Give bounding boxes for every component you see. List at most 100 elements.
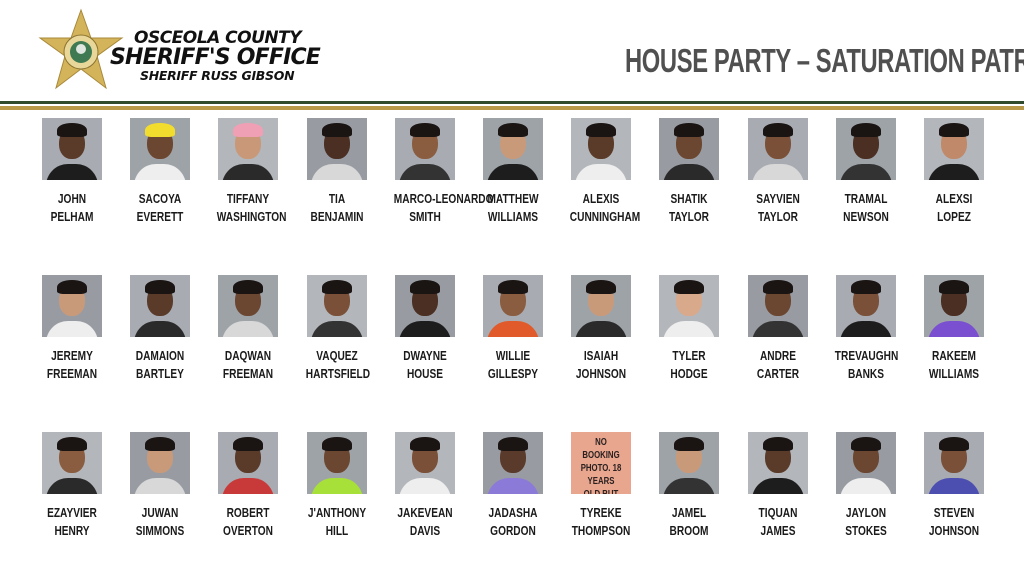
person-silhouette-hair — [233, 437, 264, 451]
mugshot-photo — [659, 275, 720, 337]
person-silhouette-body — [839, 321, 892, 337]
person-silhouette-body — [310, 321, 363, 337]
mugshot-photo — [394, 118, 455, 180]
first-name: JAMEL — [672, 505, 707, 520]
last-name: SIMMONS — [135, 522, 185, 538]
person-silhouette-body — [751, 478, 804, 494]
arrestee-name: JAYLON STOKES — [835, 504, 897, 539]
person-silhouette-hair — [498, 123, 528, 137]
page-title: HOUSE PARTY – SATURATION PATROL — [625, 42, 1024, 79]
mugshot-photo — [42, 118, 102, 180]
mugshot-photo — [306, 118, 367, 180]
person-silhouette-body — [751, 321, 804, 337]
person-silhouette-hair — [850, 123, 881, 137]
last-name: CARTER — [756, 365, 799, 381]
person-silhouette-body — [487, 321, 539, 337]
mugshot-photo — [130, 118, 191, 180]
last-name: FREEMAN — [46, 365, 98, 381]
no-photo-note: NO BOOKING PHOTO. 18 YEARS OLD BUT WENT … — [571, 432, 632, 494]
person-silhouette-body — [839, 478, 892, 494]
arrestee-card: EZAYVIER HENRY — [32, 432, 112, 539]
arrestee-name: DWAYNE HOUSE — [394, 347, 456, 382]
mugshot-photo — [483, 275, 543, 337]
person-silhouette-body — [928, 478, 980, 494]
first-name: ALEXSI — [935, 191, 973, 206]
arrestee-name: VAQUEZ HARTSFIELD — [305, 347, 369, 382]
arrestee-name: JEREMY FREEMAN — [41, 347, 103, 382]
arrestee-name: STEVEN JOHNSON — [923, 504, 985, 539]
mugshot-photo — [218, 118, 279, 180]
person-silhouette-body — [46, 321, 98, 337]
arrestee-card: TYLER HODGE — [649, 275, 729, 382]
person-silhouette-body — [222, 164, 275, 180]
person-silhouette-hair — [321, 123, 352, 137]
mugshot-photo — [42, 432, 102, 494]
first-name: TIQUAN — [758, 505, 798, 520]
mugshot-photo — [483, 432, 543, 494]
person-silhouette-body — [663, 478, 716, 494]
mugshot-photo — [659, 118, 720, 180]
person-silhouette-body — [134, 164, 187, 180]
person-silhouette-body — [310, 478, 363, 494]
arrestee-name: J'ANTHONY HILL — [305, 504, 367, 539]
person-silhouette-hair — [57, 123, 87, 137]
org-line-3: SHERIFF RUSS GIBSON — [140, 68, 295, 83]
person-silhouette-body — [575, 321, 628, 337]
first-name: SHATIK — [670, 191, 708, 206]
person-silhouette-body — [46, 164, 98, 180]
person-silhouette-hair — [57, 280, 87, 294]
person-silhouette-hair — [321, 280, 352, 294]
first-name: DAQWAN — [225, 348, 272, 363]
arrestee-card: ALEXIS CUNNINGHAM — [561, 118, 641, 225]
person-silhouette-hair — [850, 437, 881, 451]
arrestee-name: RAKEEM WILLIAMS — [923, 347, 985, 382]
first-name: TRAMAL — [844, 191, 888, 206]
arrestee-card: ISAIAH JOHNSON — [561, 275, 641, 382]
person-silhouette-hair — [674, 437, 705, 451]
arrestee-name: ALEXSI LOPEZ — [923, 190, 985, 225]
person-silhouette-hair — [586, 280, 617, 294]
mugshot-photo — [835, 432, 896, 494]
mugshot-photo — [483, 118, 543, 180]
person-silhouette-hair — [939, 123, 969, 137]
arrestee-card: ALEXSI LOPEZ — [914, 118, 994, 225]
arrestee-card: MATTHEW WILLIAMS — [473, 118, 553, 225]
person-silhouette-hair — [409, 123, 440, 137]
arrestee-name: TRAMAL NEWSON — [835, 190, 897, 225]
last-name: FREEMAN — [223, 365, 274, 381]
org-line-2: SHERIFF'S OFFICE — [110, 45, 321, 70]
person-silhouette-body — [222, 478, 275, 494]
arrestee-card: JAKEVEAN DAVIS — [385, 432, 465, 539]
first-name: J'ANTHONY — [307, 505, 366, 520]
last-name: WASHINGTON — [217, 208, 287, 224]
first-name: DAMAION — [135, 348, 185, 363]
first-name: SAYVIEN — [755, 191, 800, 206]
arrestee-card: MARCO-LEONARDO SMITH — [385, 118, 493, 225]
last-name: BENJAMIN — [310, 208, 364, 224]
last-name: HILL — [325, 522, 348, 538]
arrestee-card: JAMEL BROOM — [649, 432, 729, 539]
person-silhouette-body — [310, 164, 363, 180]
divider-green — [0, 101, 1024, 104]
first-name: ANDRE — [759, 348, 796, 363]
person-silhouette-hair — [674, 123, 705, 137]
arrestee-card: WILLIE GILLESPY — [473, 275, 553, 382]
first-name: TYLER — [672, 348, 707, 363]
last-name: GILLESPY — [487, 365, 539, 381]
mugshot-photo — [306, 432, 367, 494]
person-silhouette-body — [134, 321, 187, 337]
mugshot-photo — [130, 432, 191, 494]
arrestee-card: TIQUAN JAMES — [738, 432, 818, 539]
mugshot-photo — [306, 275, 367, 337]
arrestee-name: TIFFANY WASHINGTON — [217, 190, 287, 225]
person-silhouette-body — [751, 164, 804, 180]
person-silhouette-hair — [321, 437, 352, 451]
person-silhouette-body — [222, 321, 275, 337]
person-silhouette-hair — [762, 123, 793, 137]
mugshot-photo — [747, 275, 808, 337]
arrestee-name: JAKEVEAN DAVIS — [394, 504, 456, 539]
person-silhouette-hair — [57, 437, 87, 451]
last-name: NEWSON — [842, 208, 889, 224]
mugshot-photo — [835, 275, 896, 337]
arrestee-name: JUWAN SIMMONS — [129, 504, 191, 539]
